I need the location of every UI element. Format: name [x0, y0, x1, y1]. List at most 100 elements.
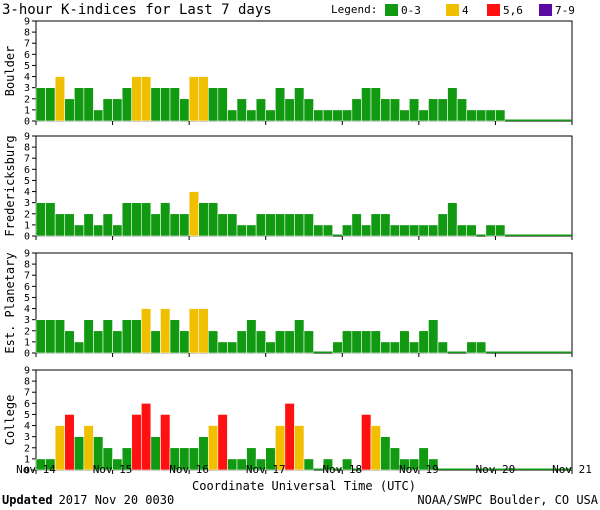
y-tick-label: 0 [24, 466, 30, 477]
k-index-bar [552, 351, 563, 353]
footer-updated-value: 2017 Nov 20 0030 [59, 493, 175, 507]
y-tick-label: 7 [24, 388, 30, 399]
k-index-bar [380, 341, 391, 354]
k-index-bar [543, 468, 553, 470]
k-index-bar [361, 87, 372, 122]
k-index-bar [236, 98, 247, 122]
k-index-bar [552, 234, 563, 236]
k-index-bar [495, 224, 506, 237]
k-index-bar [313, 468, 324, 470]
k-index-bar [198, 76, 209, 122]
k-index-bar [73, 87, 85, 122]
y-tick-label: 2 [24, 326, 30, 337]
k-index-bar [485, 224, 496, 237]
k-index-bar [428, 98, 439, 122]
k-index-bar [380, 98, 391, 122]
footer-updated: Updated 2017 Nov 20 0030 [2, 493, 174, 507]
k-index-bar [323, 351, 333, 353]
k-index-bar [332, 468, 343, 470]
k-index-bar [475, 109, 487, 122]
k-index-bar [380, 213, 391, 237]
k-index-bar [332, 234, 343, 236]
k-index-bar [533, 351, 544, 353]
k-index-bar [514, 234, 525, 236]
k-index-bar [466, 224, 477, 237]
x-axis-label: Coordinate Universal Time (UTC) [192, 479, 416, 493]
k-index-bar [428, 458, 439, 471]
y-tick-label: 4 [24, 72, 30, 83]
k-index-bar [466, 468, 477, 470]
k-index-bar [54, 425, 66, 471]
k-index-bar [35, 202, 46, 237]
k-index-bar [227, 109, 238, 122]
k-index-bar [160, 308, 171, 354]
k-index-bar [217, 87, 228, 122]
k-index-bar [93, 224, 104, 237]
k-index-bar [370, 425, 381, 471]
k-index-bar [380, 436, 391, 471]
y-tick-label: 0 [24, 117, 30, 128]
k-index-bar [332, 341, 343, 354]
k-index-bar [370, 87, 381, 122]
k-index-bar [54, 76, 66, 122]
k-index-bar [514, 351, 525, 353]
k-index-bar [408, 98, 420, 122]
k-index-bar [466, 109, 477, 122]
y-tick-label: 1 [24, 337, 30, 348]
k-index-bar [217, 414, 228, 471]
x-axis-ticks: Nov 14 Nov 15 Nov 16 Nov 17 Nov 18 Nov 19 Nov … [16, 121, 592, 476]
k-index-bar [255, 213, 267, 237]
y-tick-label: 1 [24, 454, 30, 465]
k-index-bar [524, 468, 534, 470]
x-tick-label: Nov 17 [246, 463, 286, 476]
y-tick-label: 9 [24, 249, 30, 260]
k-index-bar [112, 224, 123, 237]
y-tick-label: 9 [24, 17, 30, 28]
legend-label: Legend: [331, 3, 377, 16]
k-index-bar [179, 213, 190, 237]
k-index-bar [83, 213, 94, 237]
k-index-bar [188, 76, 200, 122]
k-index-bar [93, 330, 104, 354]
k-index-bar [45, 319, 56, 354]
k-index-bar [351, 330, 362, 354]
k-index-bar [102, 98, 113, 122]
y-tick-label: 2 [24, 443, 30, 454]
y-tick-label: 3 [24, 83, 30, 94]
y-tick-label: 8 [24, 377, 30, 388]
legend-entry: 0-3 [401, 4, 421, 17]
k-index-bar [294, 425, 305, 471]
y-tick-label: 7 [24, 271, 30, 282]
y-tick-label: 1 [24, 105, 30, 116]
y-tick-label: 6 [24, 50, 30, 61]
k-index-bar [351, 468, 362, 470]
k-index-bar [188, 308, 200, 354]
k-index-bar [294, 319, 305, 354]
k-index-bar [466, 341, 477, 354]
k-index-bar [514, 119, 525, 121]
k-index-bar [255, 330, 267, 354]
k-index-bar [543, 351, 553, 353]
k-index-bar [505, 119, 515, 121]
k-index-bar [303, 458, 314, 471]
k-index-bar [236, 224, 247, 237]
y-tick-label: 4 [24, 187, 30, 198]
k-index-bar [389, 341, 401, 354]
k-index-bar [562, 468, 572, 470]
k-index-bar [83, 87, 94, 122]
x-tick-label: Nov 14 [16, 463, 56, 476]
x-tick-label: Nov 21 [552, 463, 592, 476]
y-tick-label: 3 [24, 315, 30, 326]
k-index-bar [437, 213, 448, 237]
k-index-bar [198, 202, 209, 237]
k-index-bar [140, 403, 152, 471]
k-index-bar [447, 351, 458, 353]
k-index-bar [485, 468, 496, 470]
y-tick-label: 6 [24, 282, 30, 293]
k-index-bar [408, 341, 420, 354]
k-index-bar [389, 98, 401, 122]
k-index-bar [284, 330, 295, 354]
k-index-bar [274, 87, 286, 122]
